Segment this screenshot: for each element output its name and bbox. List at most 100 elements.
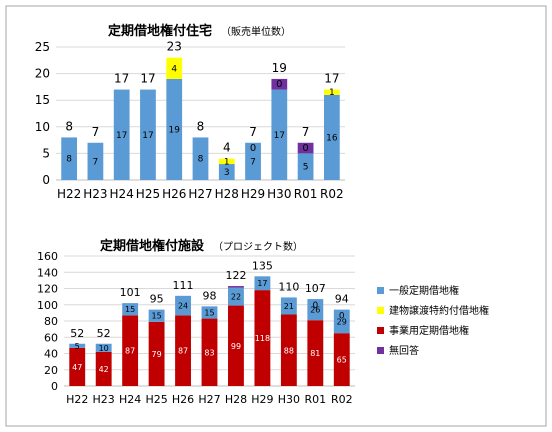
top-chart-zero-label: 0 (302, 143, 308, 154)
legend-swatch-no-answer (377, 347, 384, 354)
legend: 一般定期借地権 建物譲渡特約付借地権 事業用定期借地権 無回答 (377, 284, 489, 357)
top-chart-total-label: 7 (92, 125, 100, 139)
bottom-chart-segment-label: 21 (284, 302, 294, 311)
bottom-chart-bar-business (122, 315, 139, 386)
top-chart-bar-general (323, 94, 340, 180)
top-chart-total-label: 8 (197, 119, 205, 133)
top-chart: 051015202588H2277H231717H241717H2519423H… (35, 40, 345, 201)
bottom-chart-bar-business (175, 315, 191, 386)
bottom-chart-bar-general (69, 343, 86, 348)
bottom-chart-segment-label: 15 (204, 308, 214, 317)
top-chart-bar-general (166, 78, 183, 180)
bottom-chart-segment-label: 118 (255, 334, 270, 343)
top-chart-y-tick-label: 0 (42, 173, 50, 187)
top-chart-segment-label: 5 (303, 163, 309, 173)
top-chart-bar-no_answer (271, 78, 288, 90)
top-chart-total-label: 8 (65, 119, 73, 133)
top-chart-segment-label: 7 (93, 157, 99, 167)
top-chart-y-tick-label: 15 (35, 93, 50, 107)
legend-label-building: 建物譲渡特約付借地権 (389, 304, 489, 317)
bottom-chart-total-label: 52 (97, 327, 111, 340)
top-chart-bar-building (323, 89, 340, 95)
bottom-chart-y-tick-label: 160 (37, 250, 58, 263)
bottom-chart-y-tick-label: 60 (44, 331, 58, 344)
top-chart-x-tick-label: H23 (83, 187, 107, 201)
top-chart-segment-label: 1 (329, 88, 335, 98)
top-chart-y-tick-label: 10 (35, 120, 50, 134)
bottom-chart-x-tick-label: H29 (251, 393, 273, 406)
bottom-chart-y-tick-label: 0 (51, 380, 58, 393)
bottom-chart-title: 定期借地権付施設 (99, 238, 205, 254)
bottom-chart-y-tick-label: 40 (44, 348, 58, 361)
top-chart-bar-building (166, 57, 183, 79)
bottom-chart-x-tick-label: H27 (198, 393, 220, 406)
legend-swatch-business (377, 327, 384, 334)
bottom-chart-y-tick-label: 20 (44, 364, 58, 377)
bottom-chart-bar-business (254, 290, 271, 386)
bottom-chart-zero-label: 0 (312, 301, 318, 311)
bottom-chart-bar-business (280, 314, 297, 386)
top-chart-bar-general (218, 164, 235, 180)
top-chart-x-tick-label: R01 (294, 187, 318, 201)
bottom-chart-title-note: （プロジェクト数） (213, 240, 303, 253)
top-chart-x-tick-label: H29 (241, 187, 265, 201)
bottom-chart-segment-label: 10 (99, 344, 109, 353)
bottom-chart-bar-business (307, 320, 324, 386)
bottom-chart-total-label: 52 (70, 327, 84, 340)
top-chart-bar-general (297, 153, 314, 180)
bottom-chart-bar-general (122, 303, 139, 316)
top-chart-x-tick-label: H30 (267, 187, 291, 201)
top-chart-y-tick-label: 20 (35, 67, 50, 81)
top-chart-segment-label: 17 (274, 131, 285, 141)
bottom-chart-x-tick-label: R02 (331, 393, 353, 406)
bottom-chart-segment-label: 29 (337, 317, 347, 326)
bottom-chart-x-tick-label: H30 (278, 393, 300, 406)
top-chart-segment-label: 4 (171, 64, 177, 74)
bottom-chart-x-tick-label: H25 (145, 393, 167, 406)
bottom-chart-segment-label: 17 (257, 279, 267, 288)
top-chart-segment-label: 17 (142, 131, 153, 141)
top-chart-bar-general (61, 137, 78, 180)
top-chart-y-tick-label: 5 (42, 146, 50, 160)
bottom-chart-segment-label: 42 (99, 365, 109, 374)
bottom-chart-segment-label: 24 (178, 302, 188, 311)
bottom-chart-total-label: 94 (335, 293, 349, 306)
bottom-chart-bar-general (148, 309, 165, 322)
bottom-chart-segment-label: 88 (284, 346, 294, 355)
bottom-chart-x-tick-label: H22 (66, 393, 88, 406)
top-chart-segment-label: 19 (169, 125, 181, 135)
top-chart-title: 定期借地権付住宅 (107, 23, 212, 39)
top-chart-total-label: 23 (167, 40, 182, 54)
bottom-chart-segment-label: 22 (231, 293, 241, 302)
top-chart-bar-no_answer (297, 142, 314, 154)
top-chart-x-tick-label: H28 (215, 187, 239, 201)
bottom-chart-total-label: 122 (225, 269, 246, 282)
top-chart-bar-building (218, 158, 235, 165)
top-chart-bar-general (192, 137, 209, 180)
top-chart-x-tick-label: H25 (136, 187, 160, 201)
top-chart-x-tick-label: H22 (57, 187, 81, 201)
bottom-chart-x-tick-label: H23 (93, 393, 115, 406)
top-chart-total-label: 7 (302, 125, 310, 139)
top-chart-segment-label: 8 (66, 155, 72, 165)
bottom-chart-total-label: 98 (203, 289, 217, 302)
bottom-chart-total-label: 95 (150, 293, 164, 306)
bottom-chart-total-label: 101 (120, 286, 141, 299)
bottom-chart-x-tick-label: H28 (225, 393, 247, 406)
bottom-chart-y-tick-label: 140 (37, 266, 58, 279)
top-chart-total-label: 17 (140, 72, 155, 86)
bottom-chart-bar-business (228, 305, 244, 386)
bottom-chart-total-label: 135 (252, 259, 273, 272)
top-chart-segment-label: 7 (250, 157, 256, 167)
bottom-chart-total-label: 110 (278, 280, 299, 293)
legend-label-no-answer: 無回答 (389, 344, 419, 357)
top-chart-bar-general (271, 89, 288, 180)
top-chart-segment-label: 8 (198, 155, 204, 165)
bottom-chart-x-tick-label: H26 (172, 393, 194, 406)
top-chart-x-tick-label: R02 (320, 187, 344, 201)
legend-swatch-building (377, 307, 384, 314)
top-chart-segment-label: 3 (224, 168, 230, 178)
bottom-chart-segment-label: 87 (125, 347, 135, 356)
bottom-chart-segment-label: 65 (337, 356, 347, 365)
